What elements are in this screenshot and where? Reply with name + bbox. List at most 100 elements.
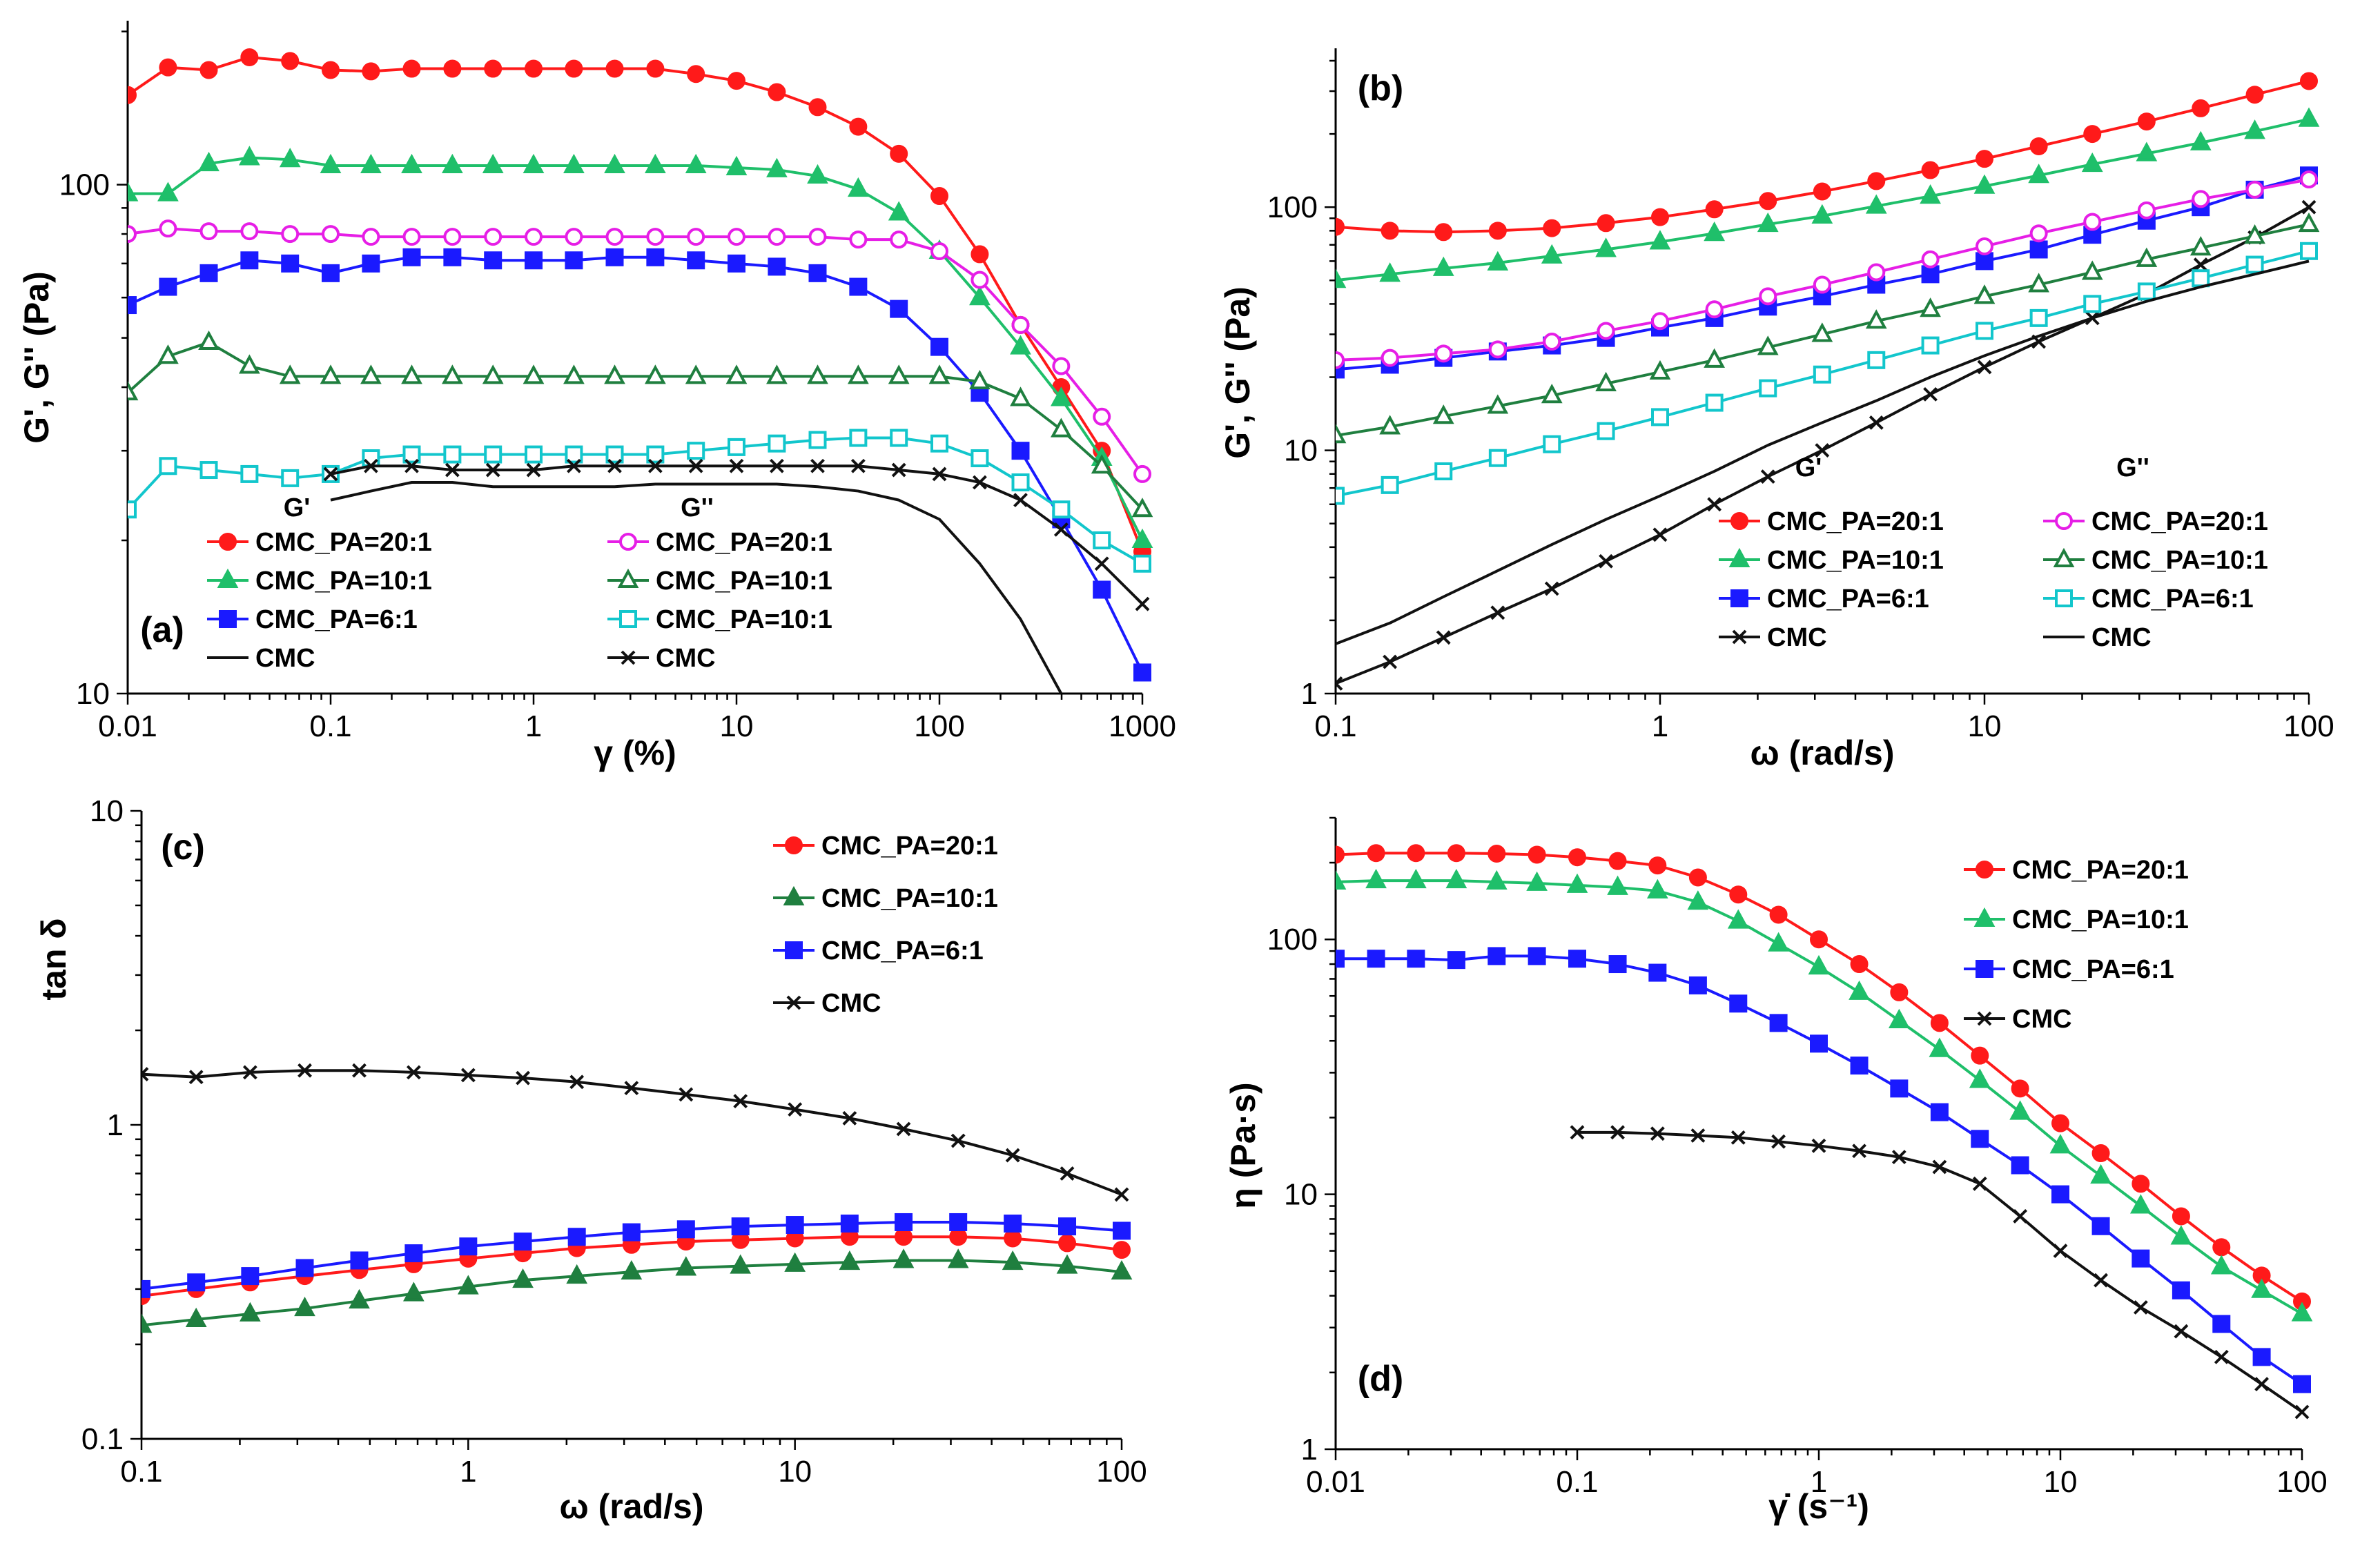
x-tick-label: 1 [1652,709,1668,743]
data-point [1852,1144,1866,1159]
legend-marker [217,568,239,588]
legend-header: G'' [681,493,714,522]
data-point [199,222,218,241]
data-point [1541,384,1563,404]
data-point [2244,119,2265,139]
data-point [2174,1324,2189,1339]
data-point [239,1302,261,1322]
data-point [1487,251,1509,271]
y-tick-label: 100 [1267,190,1318,224]
data-point [401,364,422,384]
data-point [1757,212,1779,233]
data-point [1488,340,1507,359]
legend-label: CMC_PA=6:1 [255,605,418,634]
data-point [839,1250,861,1270]
data-point [679,1087,694,1102]
data-point [142,1313,153,1333]
data-point [443,248,462,266]
data-point [566,458,581,473]
x-axis-label: γ̇ (s⁻¹) [1768,1487,1869,1526]
data-point [1432,404,1454,424]
data-point [1815,443,1830,458]
data-point [323,467,338,482]
data-point [1570,1125,1585,1140]
legend-header: G' [284,493,311,522]
data-point [279,148,301,168]
data-point [128,296,137,315]
data-point [1651,408,1669,426]
data-point [2029,137,2048,155]
data-point [685,153,707,174]
data-point [1976,252,1993,271]
data-point [2172,1281,2190,1299]
data-point [930,242,948,261]
data-point [1865,309,1887,329]
data-point [890,230,908,249]
data-point [728,438,745,456]
y-axis-label: G', G'' (Pa) [17,271,56,444]
data-point [1010,386,1031,406]
data-point [1768,932,1789,952]
data-point [950,1133,966,1148]
data-point [725,155,748,175]
data-point [240,222,259,241]
data-point [1811,204,1833,224]
data-point [728,72,745,90]
legend-label: CMC_PA=10:1 [656,605,832,634]
data-point [443,59,462,78]
data-point [1971,1046,1989,1065]
data-point [1050,386,1072,406]
data-point [1971,1130,1989,1148]
data-point [1921,336,1940,355]
data-point [563,153,585,174]
legend-label: CMC [2012,1005,2072,1034]
data-point [1568,848,1586,867]
data-point [241,1267,260,1286]
data-point [621,1260,643,1280]
data-point [1367,950,1385,968]
data-point [1093,407,1111,426]
data-point [675,1256,697,1276]
data-point [516,1070,530,1086]
data-point [238,354,260,374]
data-point [1808,954,1830,975]
data-point [1771,1134,1786,1149]
data-point [1434,223,1453,242]
data-point [1383,654,1398,669]
data-point [1490,605,1505,620]
data-point [890,144,908,163]
legend-marker [219,610,237,628]
legend-label: CMC_PA=20:1 [255,528,432,557]
data-point [1379,262,1401,282]
legend-marker [621,650,636,665]
data-point [1929,1037,1951,1057]
data-point [1488,449,1507,467]
x-axis-label: γ (%) [594,734,676,772]
data-point [2301,199,2316,215]
y-tick-label: 10 [1284,1178,1318,1212]
data-point [402,59,421,78]
y-tick-label: 0.1 [81,1422,124,1456]
data-point [930,337,948,356]
data-point [604,153,625,174]
data-point [1447,951,1465,970]
data-point [1760,469,1775,484]
data-point [1367,844,1385,863]
data-point [1813,275,1831,294]
data-point [1365,868,1387,889]
data-point [1336,870,1347,890]
data-point [2212,1238,2231,1257]
data-point [2009,1100,2031,1120]
data-point [441,364,463,384]
data-point [1730,1130,1746,1145]
data-point [1769,905,1788,924]
data-point [1651,312,1669,331]
data-point [1011,473,1030,492]
data-point [849,429,868,447]
data-point [2029,308,2048,327]
data-point [730,1254,752,1274]
data-point [2298,107,2320,127]
legend-marker [617,568,639,588]
data-point [810,458,825,473]
data-point [1011,315,1030,334]
